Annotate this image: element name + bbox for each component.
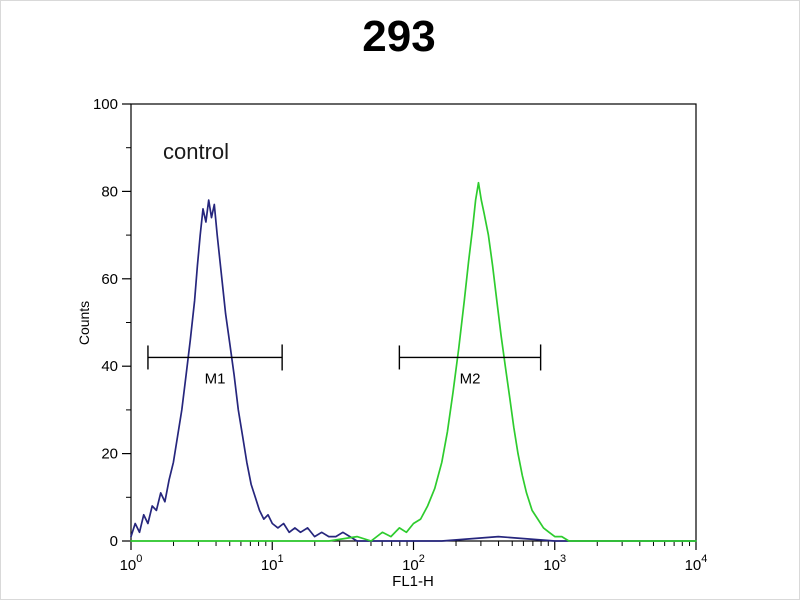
x-tick-label: 100 xyxy=(120,553,143,574)
y-tick-label: 80 xyxy=(101,183,118,200)
plot-frame-group xyxy=(130,103,697,542)
gate-label-M2: M2 xyxy=(460,370,481,387)
y-tick-label: 100 xyxy=(93,96,118,113)
curve-green_peak xyxy=(130,181,697,542)
x-tick-label: 103 xyxy=(543,553,566,574)
chart-title: 293 xyxy=(362,12,435,61)
x-tick-label: 102 xyxy=(402,553,425,574)
x-tick-label: 104 xyxy=(685,553,708,574)
y-tick-label: 0 xyxy=(110,533,118,550)
plot-frame xyxy=(130,103,697,542)
y-tick-label: 40 xyxy=(101,358,118,375)
curve-blue_peak xyxy=(130,199,697,542)
y-tick-label: 60 xyxy=(101,271,118,288)
axis-ticks-group: 100 101 102 103 104 0 20 40 60 80 100 xyxy=(93,96,707,574)
control-annotation: control xyxy=(163,139,229,164)
y-axis-label: Counts xyxy=(76,301,92,345)
gate-label-M1: M1 xyxy=(205,370,226,387)
y-tick-label: 20 xyxy=(101,446,118,463)
histogram-curves-group xyxy=(130,181,697,542)
gate-markers-group: M1 M2 xyxy=(147,344,542,387)
x-axis-label: FL1-H xyxy=(392,573,434,590)
x-tick-label: 101 xyxy=(261,553,284,574)
